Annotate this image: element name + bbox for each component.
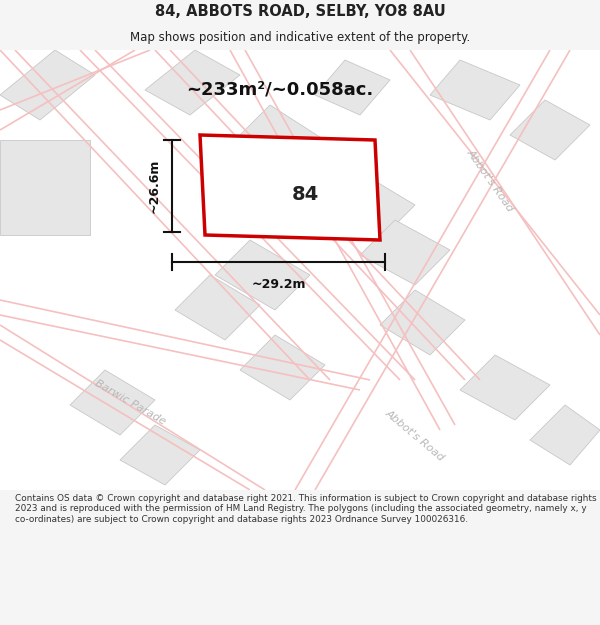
Polygon shape [215, 240, 310, 310]
Polygon shape [460, 355, 550, 420]
Polygon shape [315, 60, 390, 115]
Text: Map shows position and indicative extent of the property.: Map shows position and indicative extent… [130, 31, 470, 44]
Text: ~29.2m: ~29.2m [251, 278, 306, 291]
Text: Barwic Parade: Barwic Parade [93, 378, 167, 426]
Polygon shape [145, 50, 240, 115]
Polygon shape [120, 425, 200, 485]
Text: ~26.6m: ~26.6m [148, 159, 161, 213]
Text: 84, ABBOTS ROAD, SELBY, YO8 8AU: 84, ABBOTS ROAD, SELBY, YO8 8AU [155, 4, 445, 19]
Text: Contains OS data © Crown copyright and database right 2021. This information is : Contains OS data © Crown copyright and d… [15, 494, 596, 524]
Polygon shape [0, 50, 95, 120]
Polygon shape [0, 140, 90, 235]
Polygon shape [70, 370, 155, 435]
Polygon shape [530, 405, 600, 465]
Text: ~233m²/~0.058ac.: ~233m²/~0.058ac. [187, 81, 374, 99]
Polygon shape [380, 290, 465, 355]
Polygon shape [200, 135, 380, 240]
Polygon shape [240, 335, 325, 400]
Polygon shape [235, 105, 340, 185]
Polygon shape [510, 100, 590, 160]
Text: Abbot's Road: Abbot's Road [465, 147, 515, 213]
Text: 84: 84 [292, 186, 319, 204]
Polygon shape [175, 275, 260, 340]
Text: Abbot's Road: Abbot's Road [383, 408, 446, 462]
Polygon shape [430, 60, 520, 120]
Polygon shape [360, 220, 450, 285]
Polygon shape [220, 170, 305, 235]
Polygon shape [310, 160, 415, 235]
